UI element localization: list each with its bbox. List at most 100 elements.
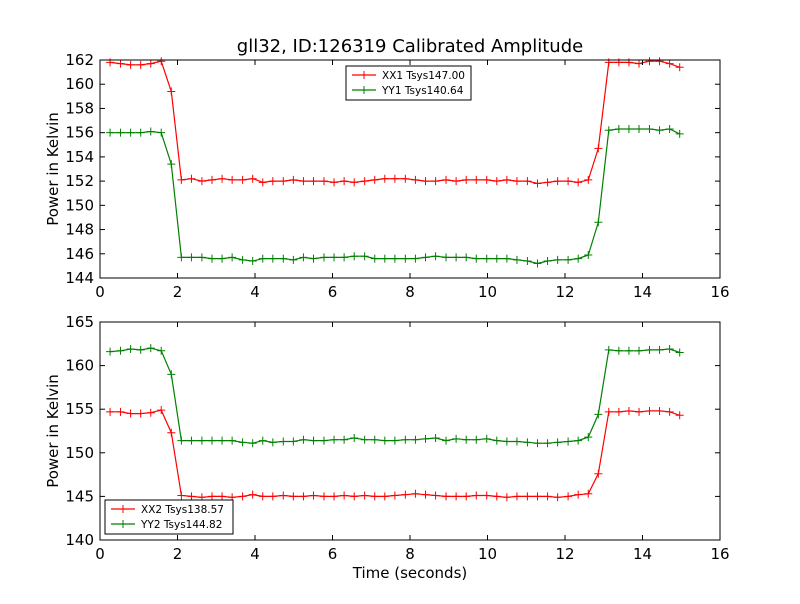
data-point [564,255,573,264]
data-point [604,407,613,416]
data-point [401,174,410,183]
data-point [512,492,521,501]
data-point [279,254,288,263]
data-point [431,252,440,261]
data-point [319,253,328,262]
data-point [523,257,532,266]
data-point [462,492,471,501]
data-point [370,435,379,444]
data-point [390,491,399,500]
data-point [543,439,552,448]
data-point [340,491,349,500]
data-point [442,492,451,501]
legend-marker [119,505,127,513]
data-point [452,434,461,443]
legend-marker [119,520,127,528]
data-point [146,344,155,353]
data-point [533,439,542,448]
data-point [655,57,664,66]
data-point [258,492,267,501]
data-point [574,436,583,445]
data-point [197,177,206,186]
data-point [675,348,684,357]
data-point [116,59,125,68]
legend-label: XX1 Tsys147.00 [382,70,465,82]
data-point [167,160,176,169]
data-point [268,492,277,501]
x-tick-label: 10 [478,545,497,563]
legend-box [345,65,472,101]
data-point [309,254,318,263]
data-point [604,126,613,135]
data-point [380,436,389,445]
data-point [207,492,216,501]
data-point [319,436,328,445]
y-tick-label: 165 [65,313,94,331]
data-point [442,253,451,262]
data-point [157,406,166,415]
top-series-markers-2 [106,125,684,268]
data-point [564,492,573,501]
y-tick-label: 155 [65,400,94,418]
data-point [614,125,623,134]
data-point [462,253,471,262]
chart-title: gll32, ID:126319 Calibrated Amplitude [237,36,583,57]
data-point [146,127,155,136]
data-point [584,489,593,498]
data-point [614,346,623,355]
data-point [635,346,644,355]
data-point [502,437,511,446]
data-point [228,253,237,262]
x-tick-label: 16 [710,283,729,301]
data-point [207,436,216,445]
x-tick-label: 0 [95,545,105,563]
x-tick-label: 12 [555,545,574,563]
bottom-y-axis-label: Power in Kelvin [44,374,62,488]
data-point [370,254,379,263]
data-point [665,59,674,68]
data-point [340,435,349,444]
data-point [279,177,288,186]
data-point [360,491,369,500]
data-point [299,492,308,501]
y-tick-label: 148 [65,221,94,239]
data-point [635,125,644,134]
data-point [543,492,552,501]
data-point [533,259,542,268]
data-point [411,175,420,184]
data-point [218,174,227,183]
x-tick-label: 6 [328,283,338,301]
data-point [238,438,247,447]
data-point [136,409,145,418]
data-point [279,437,288,446]
data-point [645,345,654,354]
data-point [340,253,349,262]
data-point [675,63,684,72]
data-point [512,437,521,446]
data-point [492,177,501,186]
legend-label: YY1 Tsys140.64 [381,85,464,97]
y-tick-label: 156 [65,124,94,142]
legend-label: XX2 Tsys138.57 [141,504,224,516]
legend-marker [360,86,368,94]
data-point [492,254,501,263]
x-tick-label: 14 [633,283,652,301]
data-point [421,434,430,443]
data-point [523,177,532,186]
y-tick-label: 140 [65,531,94,549]
data-point [116,128,125,137]
top-legend: XX1 Tsys147.00 YY1 Tsys140.64 [345,65,472,101]
data-point [106,407,115,416]
data-point [482,254,491,263]
data-point [401,490,410,499]
data-point [146,59,155,68]
data-point [370,492,379,501]
x-tick-label: 4 [250,545,260,563]
data-point [502,493,511,502]
data-point [614,407,623,416]
data-point [177,175,186,184]
data-point [360,435,369,444]
data-point [248,174,257,183]
data-point [421,490,430,499]
data-point [645,406,654,415]
